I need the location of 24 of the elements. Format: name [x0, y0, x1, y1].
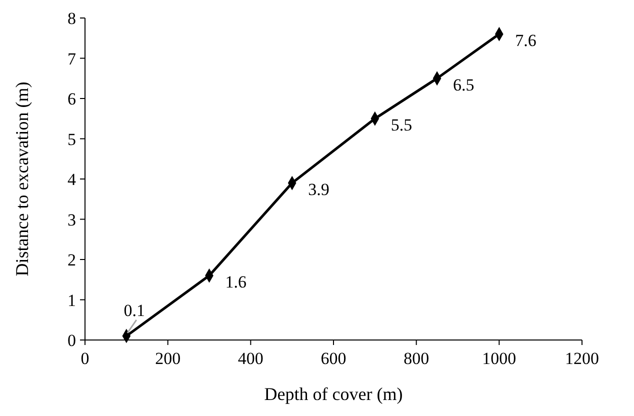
x-tick-label: 400 — [238, 349, 264, 368]
data-label: 6.5 — [453, 75, 474, 94]
x-tick-label: 200 — [155, 349, 181, 368]
x-tick-label: 1000 — [482, 349, 516, 368]
y-tick-label: 0 — [68, 331, 76, 350]
y-tick-label: 6 — [68, 90, 76, 108]
y-tick-label: 5 — [68, 130, 76, 149]
y-tick-label: 7 — [68, 49, 76, 68]
y-tick-label: 4 — [68, 170, 76, 189]
x-tick-label: 600 — [320, 349, 346, 368]
y-tick-label: 1 — [68, 290, 76, 310]
data-label: 1.6 — [225, 272, 246, 292]
y-tick-label: 8 — [68, 9, 76, 28]
data-label: 5.5 — [390, 116, 412, 135]
x-tick-label: 1200 — [565, 349, 599, 368]
data-label: 0.1 — [124, 300, 146, 320]
x-tick-label: 800 — [404, 349, 430, 368]
x-tick-label: 0 — [80, 349, 90, 368]
y-tick-label: 3 — [68, 210, 76, 230]
x-axis-title: Depth of cover (m) — [264, 384, 403, 404]
data-label: 3.9 — [308, 180, 330, 200]
y-axis-title: Distance to excavation (m) — [12, 82, 32, 276]
y-tick-label: 2 — [68, 250, 76, 270]
data-label: 7.6 — [515, 31, 536, 50]
